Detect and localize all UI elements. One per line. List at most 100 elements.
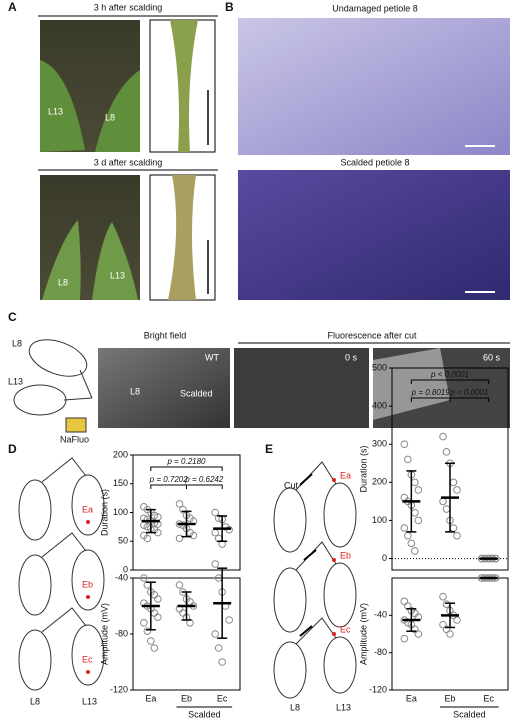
- electrode: [86, 520, 90, 524]
- data-point: [150, 644, 159, 652]
- bracket: [150, 466, 223, 471]
- label: L8: [12, 338, 22, 348]
- y-axis-label: Amplitude (mV): [99, 603, 109, 665]
- label: Ea: [82, 504, 93, 514]
- leaf-outline: [273, 487, 307, 553]
- title: Bright field: [144, 330, 187, 340]
- leaf-outline: [71, 624, 105, 686]
- leaf-outline: [323, 636, 357, 694]
- data-point: [442, 505, 451, 513]
- bracket: [150, 484, 187, 489]
- data-point: [407, 539, 416, 548]
- label: L13: [336, 702, 351, 712]
- leaf-outline: [71, 474, 105, 536]
- data-point: [214, 644, 223, 652]
- p-value: p = 0.7202: [149, 475, 189, 484]
- y-tick-label: 400: [372, 400, 387, 410]
- data-point: [439, 497, 447, 506]
- label: L13: [110, 270, 125, 280]
- data-point: [400, 440, 409, 449]
- data-point: [449, 478, 458, 487]
- data-point: [453, 486, 461, 494]
- y-tick-label: 200: [113, 449, 128, 459]
- data-point: [453, 616, 461, 624]
- data-point: [411, 509, 419, 517]
- data-point: [154, 595, 162, 603]
- label: L8: [58, 277, 68, 287]
- data-point: [140, 574, 148, 582]
- label: Ec: [82, 654, 93, 664]
- data-point: [211, 560, 219, 568]
- y-tick-label: 0: [123, 564, 128, 574]
- data-point: [143, 627, 152, 636]
- data-point: [140, 619, 148, 627]
- label: 60 s: [483, 352, 501, 362]
- plot-frame: [391, 577, 509, 691]
- p-value: p = 0.8019: [411, 388, 451, 397]
- leaf-outline: [18, 629, 52, 691]
- label: L13: [8, 376, 23, 386]
- group-label: Scalded: [453, 709, 486, 719]
- leaf-outline: [18, 479, 52, 541]
- data-point: [400, 524, 409, 532]
- p-value: p < 0.0001: [449, 388, 488, 397]
- micrograph: [234, 348, 369, 428]
- data-point: [143, 534, 152, 543]
- petiole: [295, 617, 337, 645]
- data-point: [442, 600, 451, 608]
- p-value: p < 0.0001: [430, 370, 469, 379]
- data-point: [411, 478, 419, 487]
- title: 3 h after scalding: [94, 2, 163, 12]
- bracket: [410, 379, 490, 384]
- y-axis-label: Duration (s): [99, 489, 109, 536]
- bracket: [449, 397, 490, 402]
- data-point: [449, 524, 458, 532]
- data-point: [446, 630, 454, 638]
- label: L8: [290, 702, 300, 712]
- label: Cut: [284, 480, 299, 490]
- electrode: [332, 478, 336, 482]
- y-tick-label: 100: [113, 507, 128, 517]
- micrograph: [238, 18, 510, 155]
- label: Scalded: [180, 388, 213, 398]
- y-tick-label: 0: [382, 553, 387, 563]
- data-point: [439, 432, 447, 441]
- data-point: [175, 581, 184, 589]
- data-point: [225, 616, 233, 624]
- petiole: [41, 532, 87, 558]
- data-point: [439, 592, 447, 601]
- panel-label: C: [8, 310, 17, 324]
- leaf-outline: [323, 482, 357, 548]
- y-axis-label: Amplitude (mV): [358, 603, 368, 665]
- data-point: [400, 493, 409, 502]
- y-tick-label: 300: [372, 439, 387, 449]
- leaf-photo: [42, 220, 138, 300]
- data-point: [414, 630, 423, 638]
- label: L8: [30, 696, 40, 706]
- cut: [299, 625, 313, 637]
- panel-label: E: [265, 442, 273, 456]
- label: L8: [105, 112, 115, 122]
- p-value: p = 0.2180: [166, 457, 206, 466]
- y-tick-label: 100: [372, 515, 387, 525]
- label: L13: [48, 106, 63, 116]
- data-point: [211, 630, 219, 638]
- y-axis-label: Duration (s): [358, 445, 368, 492]
- data-point: [175, 534, 184, 543]
- panel-label: B: [225, 0, 234, 14]
- x-tick-label: Ea: [406, 693, 417, 703]
- y-tick-label: -40: [115, 572, 128, 582]
- label: NaFluo: [60, 434, 89, 444]
- petiole: [79, 369, 93, 399]
- data-point: [211, 508, 219, 517]
- y-tick-label: -40: [374, 610, 387, 620]
- data-point: [150, 609, 159, 617]
- electrode: [86, 670, 90, 674]
- leaf-photo: [40, 60, 140, 152]
- label: Ec: [340, 624, 351, 634]
- micrograph: [238, 170, 510, 300]
- group-label: Scalded: [188, 709, 221, 719]
- y-tick-label: 50: [118, 536, 128, 546]
- data-point: [218, 658, 226, 666]
